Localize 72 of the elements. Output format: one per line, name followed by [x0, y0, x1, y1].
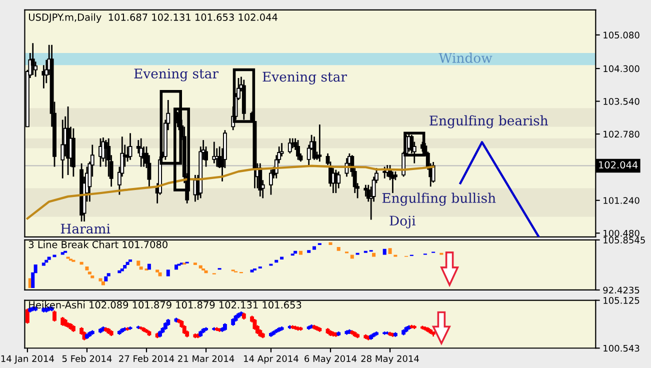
annotation: Engulfing bullish [382, 192, 496, 206]
bar [136, 260, 140, 266]
bar [80, 262, 84, 265]
bar [158, 272, 162, 276]
annotation: Harami [60, 224, 110, 234]
bar [198, 265, 202, 268]
y-tick-label: 103.540 [604, 98, 640, 105]
x-tick-label: 14 Apr 2014 [244, 355, 298, 364]
bar [372, 252, 376, 257]
y-tick-label: 105.080 [604, 32, 640, 38]
candlestick [52, 310, 56, 322]
bar [382, 248, 386, 255]
annotation: Engulfing bearish [430, 115, 548, 128]
bar [123, 264, 127, 268]
bar [274, 260, 278, 263]
bar [44, 260, 48, 263]
bar [298, 250, 302, 255]
chart-title: Heiken-Ashi 102.089 101.879 101.879 102.131 101.653 [29, 301, 302, 309]
annotation: Evening star [262, 72, 347, 84]
bar [204, 270, 208, 274]
annotation: Evening star [134, 68, 219, 82]
bar [388, 248, 392, 254]
chart-title: 3 Line Break Chart 101.7080 [28, 240, 168, 248]
bar [90, 276, 94, 278]
candlestick [128, 132, 132, 161]
candlestick [30, 42, 35, 76]
bar [101, 281, 105, 286]
bar [250, 270, 254, 272]
bar [174, 264, 178, 270]
y-tick-label: 100.543 [604, 344, 640, 352]
bar [126, 262, 130, 265]
candlestick [364, 184, 368, 198]
bar [104, 276, 108, 282]
x-tick-label: 28 May 2014 [361, 355, 419, 364]
y-tick-label: 105.125 [604, 297, 640, 304]
candlestick [268, 169, 273, 196]
bar [307, 250, 311, 253]
candlestick [318, 124, 322, 162]
y-tick-label: 100.480 [604, 230, 640, 237]
bar [120, 268, 124, 272]
bar [328, 242, 332, 246]
candlestick [25, 308, 30, 324]
x-tick-label: 6 May 2014 [304, 355, 357, 364]
annotation: Doji [390, 216, 416, 228]
candlestick [296, 139, 300, 161]
y-tick-label: 104.300 [604, 65, 640, 72]
y-tick-label: 101.240 [604, 197, 640, 204]
x-tick-label: 14 Jan 2014 [1, 355, 54, 364]
bar [280, 256, 284, 260]
y-tick-label: 105.8545 [604, 236, 645, 244]
bar [98, 278, 102, 282]
bar [294, 250, 298, 254]
x-tick-label: 5 Feb 2014 [62, 355, 112, 362]
band-label: Window [438, 52, 492, 63]
bar [312, 246, 316, 250]
x-tick-label: 21 Mar 2014 [178, 355, 234, 362]
bar [52, 254, 56, 258]
candlestick [336, 170, 341, 189]
chart-title: USDJPY.m,Daily 101.687 102.131 101.653 102.044 [29, 13, 278, 23]
bar [47, 256, 51, 260]
bar [147, 264, 151, 270]
ref-line-label: 102.044 [599, 161, 638, 169]
bar [336, 246, 340, 251]
bar [42, 262, 46, 266]
bar [85, 266, 89, 270]
bar [128, 259, 132, 262]
y-tick-label: 92.4235 [603, 286, 640, 294]
x-tick-label: 27 Feb 2014 [119, 355, 174, 362]
y-tick-label: 102.780 [604, 130, 640, 138]
bar [156, 270, 160, 272]
bar [60, 252, 64, 255]
bar [166, 270, 170, 276]
